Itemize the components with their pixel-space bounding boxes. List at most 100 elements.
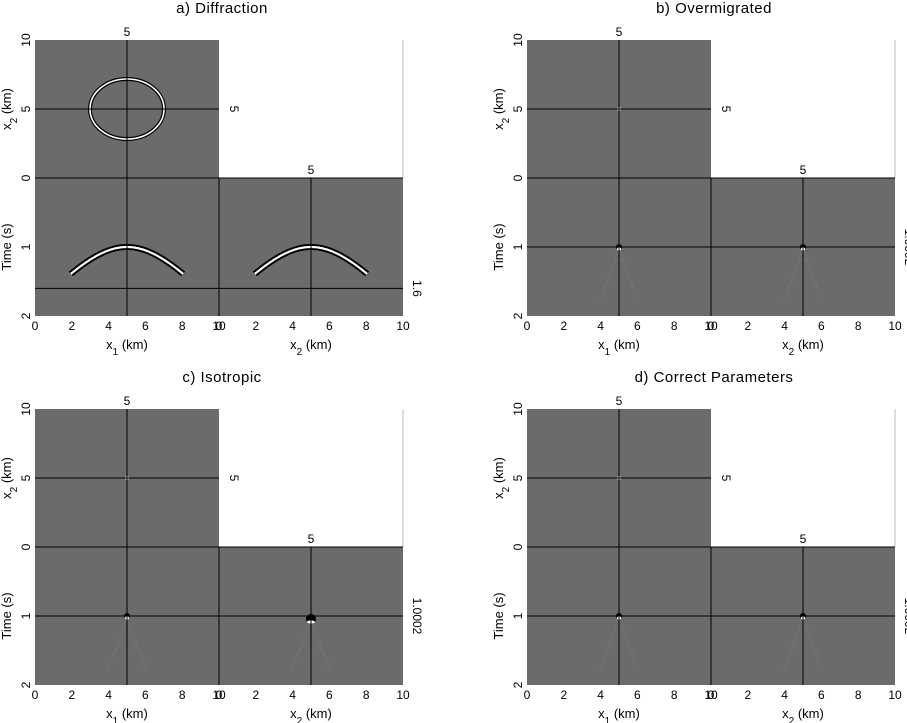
tick-label-x2-bottom: 2: [252, 319, 259, 333]
tick-label-x1: 6: [634, 319, 641, 333]
tick-label-x2-bottom: 4: [289, 319, 296, 333]
tick-label-x2-bottom: 8: [363, 688, 370, 702]
cursor-x2-label: 5: [719, 106, 733, 113]
tick-label-x2-bottom: 8: [855, 319, 862, 333]
panel-d: d) Correct Parameters 5 5 5 1.0002 10 5 0 1 2 x2 (…: [491, 369, 907, 723]
tick-label-x2-bottom: 2: [744, 688, 751, 702]
cursor-x1-label: 5: [616, 25, 623, 39]
tick-label-x1: 8: [671, 688, 678, 702]
tick-label-x2: 5: [511, 474, 525, 481]
tick-label-x2-bottom: 4: [781, 319, 788, 333]
axis-label-time: Time (s): [491, 223, 506, 270]
cursor-x2-top-label: 5: [800, 163, 807, 177]
diffraction-hyperbola-core: [311, 245, 368, 275]
tick-label-x1: 2: [560, 688, 567, 702]
tick-label-x2: 0: [19, 543, 33, 550]
cursor-time-label: 1.0002: [902, 598, 907, 635]
tick-label-x2-bottom: 4: [781, 688, 788, 702]
panel-b: b) Overmigrated 5 5 5 1.0002 10 5 0 1 2 x2 (km) Tim…: [491, 0, 907, 358]
panel-title: a) Diffraction: [176, 0, 268, 17]
tick-label-x2-bottom: 8: [855, 688, 862, 702]
tick-label-x2-bottom: 8: [363, 319, 370, 333]
axis-label-x1: x1 (km): [598, 706, 640, 723]
tick-label-x2-bottom: 6: [818, 319, 825, 333]
cursor-time-label: 1.0002: [410, 598, 424, 635]
tick-label-x2: 10: [511, 402, 525, 416]
tick-label-x1: 0: [32, 688, 39, 702]
tick-label-x1: 0: [524, 688, 531, 702]
cursor-x2-top-label: 5: [308, 532, 315, 546]
tick-label-time: 2: [19, 681, 33, 688]
cursor-x1-label: 5: [616, 394, 623, 408]
tick-label-x1: 10: [212, 319, 226, 333]
diffraction-hyperbola-core: [127, 245, 184, 275]
tick-label-x1: 2: [68, 319, 75, 333]
tick-label-x2-bottom: 0: [708, 319, 715, 333]
axis-label-x1: x1 (km): [598, 337, 640, 358]
tick-label-x1: 2: [68, 688, 75, 702]
tick-label-x1: 0: [524, 319, 531, 333]
tick-label-x1: 8: [671, 319, 678, 333]
panel-title: d) Correct Parameters: [635, 369, 794, 386]
tick-label-x2-bottom: 6: [326, 688, 333, 702]
axis-label-x1: x1 (km): [106, 337, 148, 358]
tick-label-x2-bottom: 0: [216, 319, 223, 333]
tick-label-x2-bottom: 2: [252, 688, 259, 702]
tick-label-x2-bottom: 10: [396, 319, 410, 333]
tick-label-x2: 5: [19, 474, 33, 481]
axis-label-x2: x2 (km): [491, 457, 512, 499]
tick-label-x1: 4: [105, 319, 112, 333]
tick-label-x2-bottom: 2: [744, 319, 751, 333]
tick-label-x1: 4: [597, 319, 604, 333]
tick-label-x2: 10: [511, 33, 525, 47]
axis-label-x2-bottom: x2 (km): [290, 706, 332, 723]
tick-label-x1: 8: [179, 319, 186, 333]
tick-label-x2-bottom: 10: [888, 319, 902, 333]
tick-label-x2: 0: [511, 174, 525, 181]
axis-label-x1: x1 (km): [106, 706, 148, 723]
cursor-time-label: 1.6: [410, 280, 424, 297]
tick-label-time: 2: [511, 312, 525, 319]
left-axis: 10 5 0 1 2 x2 (km) Time (s): [0, 33, 33, 319]
axis-label-x2: x2 (km): [0, 457, 20, 499]
left-axis: 10 5 0 1 2 x2 (km) Time (s): [491, 33, 525, 319]
axis-label-x2: x2 (km): [0, 88, 20, 130]
tick-label-x1: 10: [704, 319, 718, 333]
tick-label-x2: 5: [19, 105, 33, 112]
panel-c: c) Isotropic 5 5 5 1.0002 10 5 0 1 2 x2 (km) Time (…: [0, 369, 424, 723]
tick-label-x2: 0: [511, 543, 525, 550]
cursor-x2-top-label: 5: [800, 532, 807, 546]
left-axis: 10 5 0 1 2 x2 (km) Time (s): [491, 402, 525, 688]
cursor-x1-label: 5: [124, 394, 131, 408]
panel-title: c) Isotropic: [182, 369, 261, 386]
tick-label-x1: 6: [142, 688, 149, 702]
cursor-time-label: 1.0002: [902, 229, 907, 266]
panel-a: a) Diffraction 5 5 5 1.6 10 5 0 1 2 x2 (km) Time (s…: [0, 0, 424, 358]
tick-label-x1: 6: [634, 688, 641, 702]
tick-label-time: 2: [511, 681, 525, 688]
tick-label-time: 1: [19, 612, 33, 619]
tick-label-x2-bottom: 6: [818, 688, 825, 702]
tick-label-x2-bottom: 0: [216, 688, 223, 702]
tick-label-x2: 5: [511, 105, 525, 112]
diffraction-hyperbola-core: [70, 245, 127, 275]
tick-label-time: 1: [511, 243, 525, 250]
tick-label-x1: 4: [105, 688, 112, 702]
axis-label-time: Time (s): [0, 592, 14, 639]
axis-label-x2-bottom: x2 (km): [782, 337, 824, 358]
left-axis: 10 5 0 1 2 x2 (km) Time (s): [0, 402, 33, 688]
axis-label-x2-bottom: x2 (km): [782, 706, 824, 723]
tick-label-x1: 8: [179, 688, 186, 702]
axis-label-time: Time (s): [491, 592, 506, 639]
tick-label-x2-bottom: 10: [396, 688, 410, 702]
tick-label-x2: 0: [19, 174, 33, 181]
axis-label-x2-bottom: x2 (km): [290, 337, 332, 358]
tick-label-x2-bottom: 0: [708, 688, 715, 702]
tick-label-x1: 6: [142, 319, 149, 333]
tick-label-time: 1: [511, 612, 525, 619]
